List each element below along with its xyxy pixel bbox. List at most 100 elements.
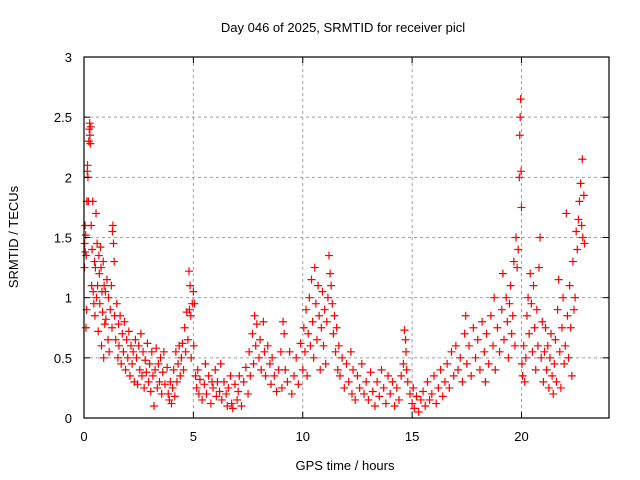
data-point xyxy=(447,347,456,356)
data-point xyxy=(332,323,341,332)
data-point xyxy=(223,401,232,410)
data-point xyxy=(89,287,98,296)
data-point xyxy=(306,341,315,350)
data-point xyxy=(323,293,332,302)
data-point xyxy=(121,365,130,374)
data-point xyxy=(185,305,194,314)
data-point xyxy=(565,281,574,290)
data-point xyxy=(333,365,342,374)
data-point xyxy=(535,263,543,272)
data-point xyxy=(503,317,512,326)
data-point xyxy=(490,293,499,302)
data-point xyxy=(399,359,408,368)
data-point xyxy=(113,353,122,362)
data-point xyxy=(159,347,168,356)
data-point xyxy=(390,401,399,410)
data-point xyxy=(296,339,305,348)
data-point xyxy=(443,359,452,368)
data-point xyxy=(187,353,196,362)
data-point xyxy=(101,287,110,296)
data-point xyxy=(110,257,119,266)
data-point xyxy=(181,347,190,356)
data-point xyxy=(94,327,103,336)
data-point xyxy=(392,383,401,392)
data-point xyxy=(505,299,514,308)
data-point xyxy=(550,359,559,368)
data-point xyxy=(401,335,410,344)
data-point xyxy=(117,359,126,368)
data-point xyxy=(478,317,487,326)
data-point xyxy=(527,299,536,308)
data-point xyxy=(99,257,108,266)
data-point xyxy=(102,275,111,284)
data-point xyxy=(568,257,577,266)
data-point xyxy=(90,311,99,320)
data-point xyxy=(540,347,549,356)
data-point xyxy=(178,339,187,348)
data-point xyxy=(320,305,329,314)
data-point xyxy=(454,365,463,374)
data-point xyxy=(245,347,254,356)
data-point xyxy=(469,323,478,332)
data-point xyxy=(153,383,162,392)
data-point xyxy=(340,383,349,392)
data-point xyxy=(235,371,244,380)
data-point xyxy=(517,359,526,368)
data-point xyxy=(548,371,557,380)
data-point xyxy=(142,368,151,377)
data-point xyxy=(233,395,242,404)
data-point xyxy=(268,353,277,362)
data-point xyxy=(519,341,528,350)
data-point xyxy=(386,389,395,398)
data-point xyxy=(193,365,202,374)
data-point xyxy=(315,311,324,320)
data-point xyxy=(364,395,373,404)
x-tick-label: 10 xyxy=(296,429,310,444)
data-point xyxy=(544,383,553,392)
data-point xyxy=(120,317,129,326)
data-point xyxy=(402,365,411,374)
data-point xyxy=(360,389,368,398)
data-point xyxy=(189,341,198,350)
data-point xyxy=(555,347,564,356)
data-point xyxy=(220,377,228,386)
data-point xyxy=(190,299,199,308)
data-point xyxy=(507,329,516,338)
data-point xyxy=(402,347,410,356)
data-point xyxy=(259,317,268,326)
data-point xyxy=(328,299,337,308)
data-point xyxy=(151,365,160,374)
data-point xyxy=(530,323,539,332)
x-tick-label: 0 xyxy=(80,429,87,444)
data-point xyxy=(451,341,460,350)
data-point xyxy=(168,383,177,392)
data-point xyxy=(261,371,270,380)
data-point xyxy=(471,353,480,362)
data-point xyxy=(277,383,286,392)
data-point xyxy=(423,377,432,386)
data-point xyxy=(195,375,204,384)
x-tick-label: 5 xyxy=(190,429,197,444)
data-point xyxy=(179,365,188,374)
data-point xyxy=(573,245,582,254)
data-point xyxy=(403,377,412,386)
data-point xyxy=(458,377,467,386)
data-point xyxy=(290,371,298,380)
data-point xyxy=(484,359,493,368)
data-point xyxy=(141,356,150,365)
data-point xyxy=(572,227,581,236)
data-point xyxy=(217,395,226,404)
data-point xyxy=(305,293,314,302)
y-tick-label: 2 xyxy=(65,170,72,185)
data-point xyxy=(460,329,469,338)
data-point xyxy=(521,353,530,362)
data-point xyxy=(409,383,418,392)
data-point xyxy=(549,389,558,398)
data-point xyxy=(303,371,312,380)
data-point xyxy=(440,377,449,386)
data-point xyxy=(104,335,113,344)
data-point xyxy=(90,257,99,266)
data-point xyxy=(562,209,571,218)
data-point xyxy=(194,389,203,398)
data-point xyxy=(349,365,358,374)
